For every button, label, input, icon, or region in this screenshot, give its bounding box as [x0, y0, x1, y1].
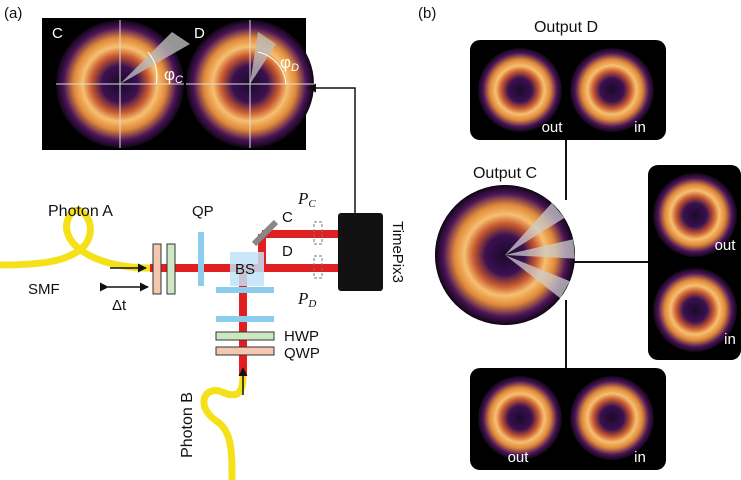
inset-label: out: [542, 119, 564, 136]
angle-label: φD: [280, 53, 299, 73]
panel-label: (a): [4, 5, 22, 22]
waveplate: [152, 243, 162, 295]
photon-label: Photon B: [179, 392, 196, 458]
fiber: [200, 374, 247, 480]
output-label: Output D: [534, 19, 598, 36]
view-label: D: [194, 25, 205, 42]
photon-label: Photon A: [48, 203, 113, 220]
bs-label: BS: [235, 261, 255, 278]
ring-image: [653, 173, 737, 257]
angle-label: φC: [164, 65, 183, 85]
ring-image: [653, 268, 737, 352]
camera: [338, 213, 383, 291]
fiber-label: SMF: [28, 281, 60, 298]
polarizer-label: PD: [297, 289, 316, 310]
plate-label: QP: [192, 203, 214, 220]
sector-wedge: [505, 202, 565, 255]
signal-arrow: [307, 83, 356, 213]
delay-label: Δt: [112, 297, 127, 314]
beam-splitter: [230, 252, 264, 286]
plate: [216, 287, 274, 293]
view-label: C: [52, 25, 63, 42]
ring-image: [478, 48, 562, 132]
mirror: [251, 219, 279, 247]
inset-label: in: [634, 119, 646, 136]
output-label: Output C: [473, 165, 537, 182]
inset-label: out: [715, 237, 737, 254]
waveplate: [215, 331, 275, 341]
angle-arc: [147, 51, 158, 85]
artwork: [0, 18, 741, 480]
angle-arc: [257, 51, 287, 85]
sector-wedge: [505, 239, 575, 259]
sector-wedge: [505, 255, 570, 299]
panel-label: (b): [418, 5, 436, 22]
inset-label: out: [508, 449, 530, 466]
inset-label: in: [724, 331, 736, 348]
port-label: D: [282, 243, 293, 260]
camera-label: TimePix3: [389, 221, 406, 283]
plate: [216, 316, 274, 322]
ring-image: [478, 376, 562, 460]
polarizer-label: PC: [297, 189, 316, 210]
port-label: C: [282, 209, 293, 226]
waveplate: [166, 243, 176, 295]
inset-label: in: [634, 449, 646, 466]
fiber: [0, 207, 151, 272]
ring-image: [570, 376, 654, 460]
waveplate-label: HWP: [284, 328, 319, 345]
quarter-plate: [198, 232, 204, 286]
waveplate: [215, 346, 275, 356]
ring-image: [570, 48, 654, 132]
waveplate-label: QWP: [284, 345, 320, 362]
angle-wedge: [250, 32, 276, 84]
angle-wedge: [120, 32, 190, 84]
